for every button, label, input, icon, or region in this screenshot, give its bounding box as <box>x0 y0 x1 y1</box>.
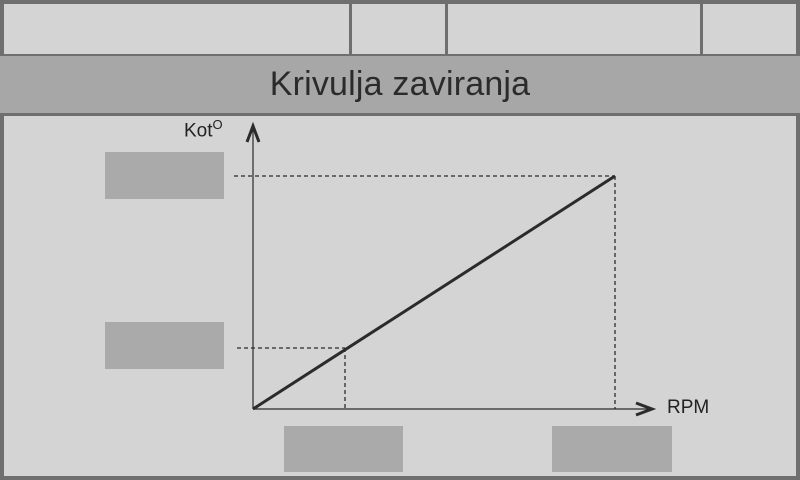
title-bar: Krivulja zaviranja <box>0 56 800 113</box>
chart-panel: KotO RPM <box>4 116 796 476</box>
page-title: Krivulja zaviranja <box>269 65 531 103</box>
y-axis-arrow <box>245 121 261 143</box>
degree-superscript: O <box>212 117 223 132</box>
x-axis-arrow <box>635 401 657 417</box>
y-axis-label: KotO <box>184 117 223 142</box>
y-axis-label-text: Kot <box>184 120 213 142</box>
x-axis-label: RPM <box>667 397 710 418</box>
x-high-value-field[interactable] <box>552 426 672 472</box>
x-low-value-field[interactable] <box>284 426 403 472</box>
top-bar <box>4 4 796 54</box>
brake-curve-chart <box>234 121 657 417</box>
top-bar-cell-4[interactable] <box>703 4 796 54</box>
top-bar-cell-2[interactable] <box>352 4 445 54</box>
series-line <box>252 174 616 411</box>
top-bar-cell-3[interactable] <box>448 4 700 54</box>
y-high-value-field[interactable] <box>105 152 224 199</box>
top-bar-cell-1[interactable] <box>4 4 349 54</box>
y-low-value-field[interactable] <box>105 322 224 369</box>
